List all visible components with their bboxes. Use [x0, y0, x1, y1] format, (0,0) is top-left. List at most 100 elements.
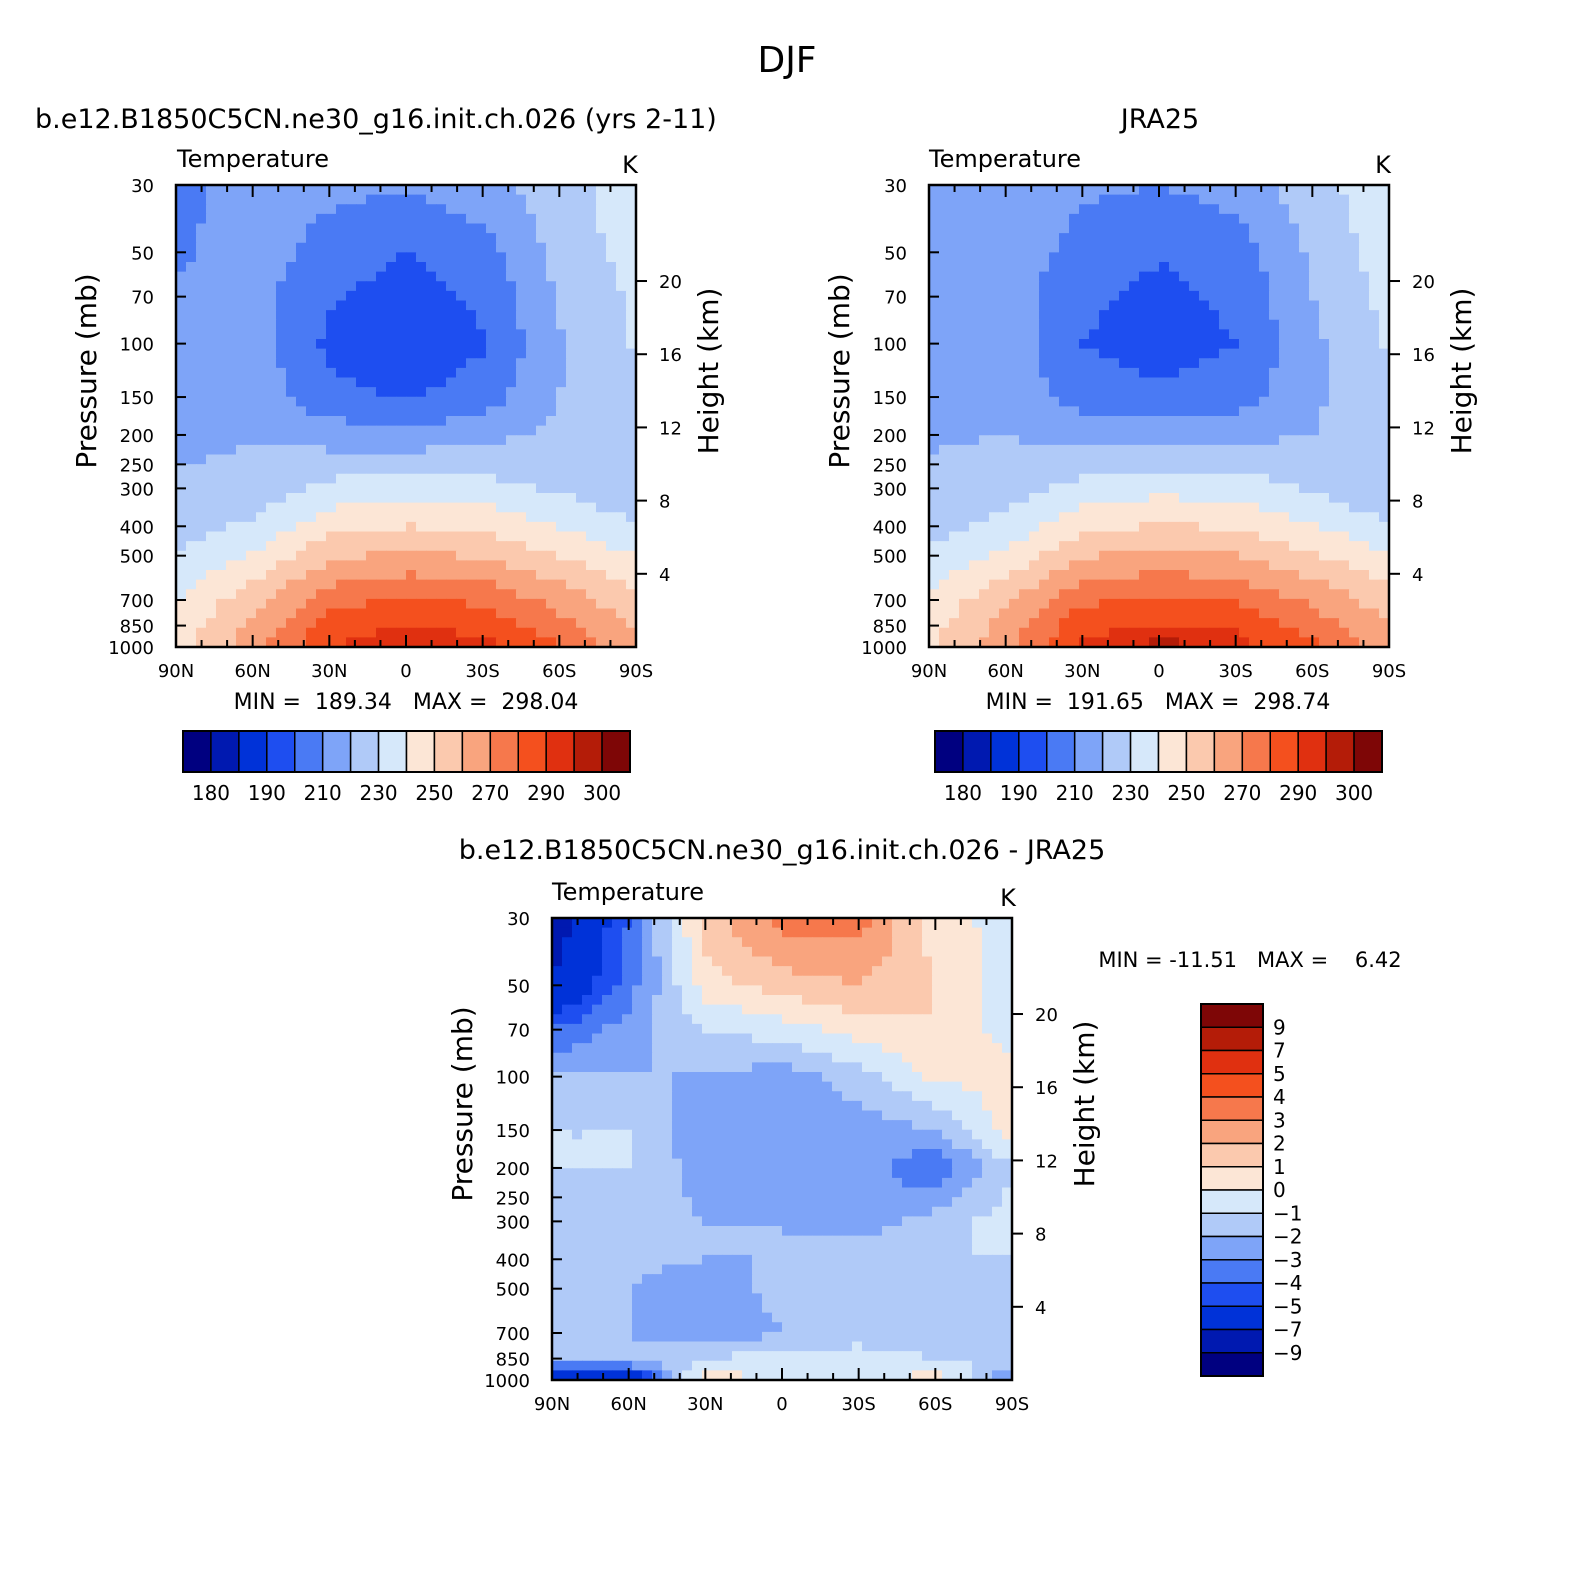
- panel-obs-cell: [1009, 367, 1020, 379]
- panel-model-cell: [206, 618, 217, 629]
- panel-obs-cell: [969, 377, 980, 388]
- panel-obs-cell: [1159, 512, 1170, 523]
- panel-diff-cell: [632, 956, 643, 967]
- panel-obs-cell: [1269, 579, 1280, 590]
- panel-obs-cell: [1299, 618, 1310, 629]
- panel-obs-cell: [999, 589, 1010, 600]
- panel-obs-cell: [1099, 242, 1110, 253]
- panel-model-cell: [386, 377, 397, 388]
- panel-model-cell: [466, 204, 477, 215]
- panel-obs-cell: [1229, 262, 1240, 273]
- panel-model-cell: [376, 473, 387, 484]
- panel-obs-cell: [1289, 425, 1300, 436]
- panel-model-cell: [316, 579, 327, 590]
- panel-model-cell: [436, 550, 447, 561]
- panel-obs-cell: [1219, 194, 1230, 205]
- panel-diff-cell: [672, 946, 683, 958]
- panel-obs-cell: [1159, 290, 1170, 302]
- panel-model-cell: [286, 570, 297, 581]
- panel-diff-cell: [852, 975, 863, 986]
- panel-obs-cell: [949, 464, 960, 475]
- panel-obs-cell: [1219, 550, 1230, 561]
- panel-diff-cell: [562, 937, 573, 948]
- panel-obs-cell: [939, 194, 950, 205]
- panel-model-cell: [406, 358, 417, 369]
- panel-model-cell: [176, 598, 187, 610]
- panel-obs-cell: [1079, 406, 1090, 417]
- panel-diff-cell: [612, 946, 623, 958]
- panel-obs-cell: [989, 416, 1000, 427]
- panel-obs-cell: [1179, 435, 1190, 446]
- panel-model-cell: [326, 348, 337, 359]
- panel-obs-cell: [1069, 319, 1080, 330]
- panel-obs-cell: [1279, 406, 1290, 417]
- panel-model-cell: [206, 252, 217, 263]
- panel-model-cell: [576, 262, 587, 273]
- panel-model-cell: [536, 637, 547, 648]
- panel-obs-cell: [1139, 493, 1150, 504]
- panel-obs-cell: [959, 550, 970, 561]
- panel-obs-cell: [1039, 348, 1050, 359]
- panel-obs-cell: [929, 570, 940, 581]
- panel-obs-cell: [1299, 406, 1310, 417]
- panel-model-cell: [216, 570, 227, 581]
- panel-obs-cell: [1249, 396, 1260, 407]
- panel-diff-cell: [612, 937, 623, 948]
- panel-obs-cell: [959, 637, 970, 648]
- panel-diff-cell: [692, 966, 703, 977]
- panel-model-cell: [176, 531, 187, 542]
- panel-obs-cell: [1349, 185, 1360, 196]
- panel-model-cell: [246, 300, 257, 311]
- panel-obs-cell: [1379, 598, 1390, 610]
- panel-obs-colorbar-swatch: [1325, 730, 1355, 773]
- panel-obs-cell: [1379, 483, 1390, 494]
- panel-obs-cell: [1159, 358, 1170, 369]
- panel-obs-cell: [1329, 560, 1340, 571]
- panel-model-cell: [256, 531, 267, 542]
- panel-obs-cell: [1239, 627, 1250, 638]
- panel-obs-cell: [1049, 444, 1060, 456]
- panel-obs-cell: [1069, 598, 1080, 610]
- panel-obs-cell: [1179, 579, 1190, 590]
- panel-obs-cell: [1369, 367, 1380, 379]
- panel-obs-cell: [1329, 396, 1340, 407]
- panel-obs-cell: [1219, 425, 1230, 436]
- panel-model-cell: [346, 570, 357, 581]
- panel-diff-cell: [672, 985, 683, 996]
- panel-model-cell: [226, 598, 237, 610]
- panel-diff-cell: [652, 966, 663, 977]
- panel-obs-cell: [1149, 618, 1160, 629]
- panel-obs-cell: [1199, 579, 1210, 590]
- panel-obs-cell: [1079, 598, 1090, 610]
- panel-model-cell: [626, 271, 637, 282]
- panel-obs-cell: [1319, 454, 1330, 465]
- panel-diff-cell: [922, 956, 933, 967]
- panel-obs-cell: [1339, 464, 1350, 475]
- panel-model-cell: [266, 570, 277, 581]
- panel-model-cell: [606, 502, 617, 513]
- panel-obs-cell: [1159, 233, 1170, 244]
- panel-model-cell: [526, 627, 537, 638]
- panel-model-cell: [186, 194, 197, 205]
- panel-obs-cell: [1199, 223, 1210, 234]
- panel-obs-cell: [1119, 579, 1130, 590]
- panel-obs-cell: [1329, 204, 1340, 215]
- panel-obs-cell: [1219, 560, 1230, 571]
- panel-model-cell: [256, 579, 267, 590]
- panel-model-cell: [546, 300, 557, 311]
- panel-model-cell: [306, 579, 317, 590]
- panel-model-cell: [406, 290, 417, 302]
- panel-model-cell: [436, 570, 447, 581]
- panel-model-cell: [446, 589, 457, 600]
- panel-obs-cell: [1109, 560, 1120, 571]
- panel-model-cell: [276, 281, 287, 292]
- panel-obs-cell: [1209, 387, 1220, 398]
- panel-model-cell: [356, 531, 367, 542]
- panel-diff-cell: [992, 975, 1003, 986]
- panel-obs-cell: [979, 454, 990, 465]
- panel-model-cell: [236, 512, 247, 523]
- panel-model-cell: [526, 541, 537, 552]
- panel-model-cell: [496, 483, 507, 494]
- panel-model-cell: [236, 560, 247, 571]
- panel-model-cell: [376, 358, 387, 369]
